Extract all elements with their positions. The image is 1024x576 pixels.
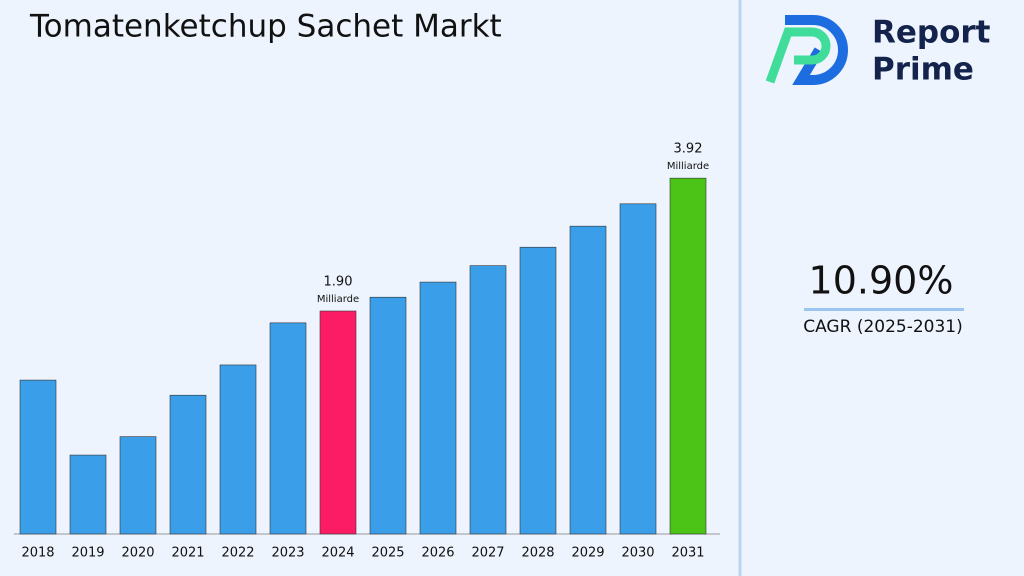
bar [119, 436, 157, 535]
brand-name: Report [872, 15, 991, 51]
x-tick-label: 2020 [121, 546, 154, 561]
x-tick-label: 2022 [221, 546, 254, 561]
chart-title: Tomatenketchup Sachet Markt [29, 9, 502, 45]
bar [319, 310, 357, 535]
bar [569, 225, 607, 535]
x-tick-label: 2030 [621, 546, 654, 561]
x-tick-label: 2018 [21, 546, 54, 561]
cagr-label: CAGR (2025-2031) [803, 317, 963, 337]
bar [369, 296, 407, 535]
bar [19, 379, 57, 535]
bar [69, 454, 107, 535]
brand-name: Prime [872, 52, 974, 88]
x-tick-label: 2031 [671, 546, 704, 561]
bar [169, 394, 207, 535]
bar [419, 281, 457, 535]
value-unit: Milliarde [317, 294, 359, 305]
x-tick-label: 2025 [371, 546, 404, 561]
bar [269, 322, 307, 535]
logo [765, 15, 848, 85]
x-tick-label: 2024 [321, 546, 354, 561]
value-unit: Milliarde [667, 161, 709, 172]
logo-mark [785, 15, 848, 85]
bar [519, 246, 557, 535]
bar [469, 265, 507, 535]
cagr-underline [804, 308, 964, 311]
bar [219, 364, 257, 535]
x-tick-label: 2027 [471, 546, 504, 561]
value-label: 1.90 [324, 275, 353, 290]
x-tick-label: 2021 [171, 546, 204, 561]
x-tick-label: 2029 [571, 546, 604, 561]
x-tick-label: 2019 [71, 546, 104, 561]
x-tick-label: 2026 [421, 546, 454, 561]
cagr-value: 10.90% [809, 259, 954, 303]
x-tick-label: 2028 [521, 546, 554, 561]
value-label: 3.92 [674, 142, 703, 157]
logo-mark-accent [765, 27, 831, 84]
x-tick-label: 2023 [271, 546, 304, 561]
bar [619, 203, 657, 535]
bar [669, 177, 707, 535]
